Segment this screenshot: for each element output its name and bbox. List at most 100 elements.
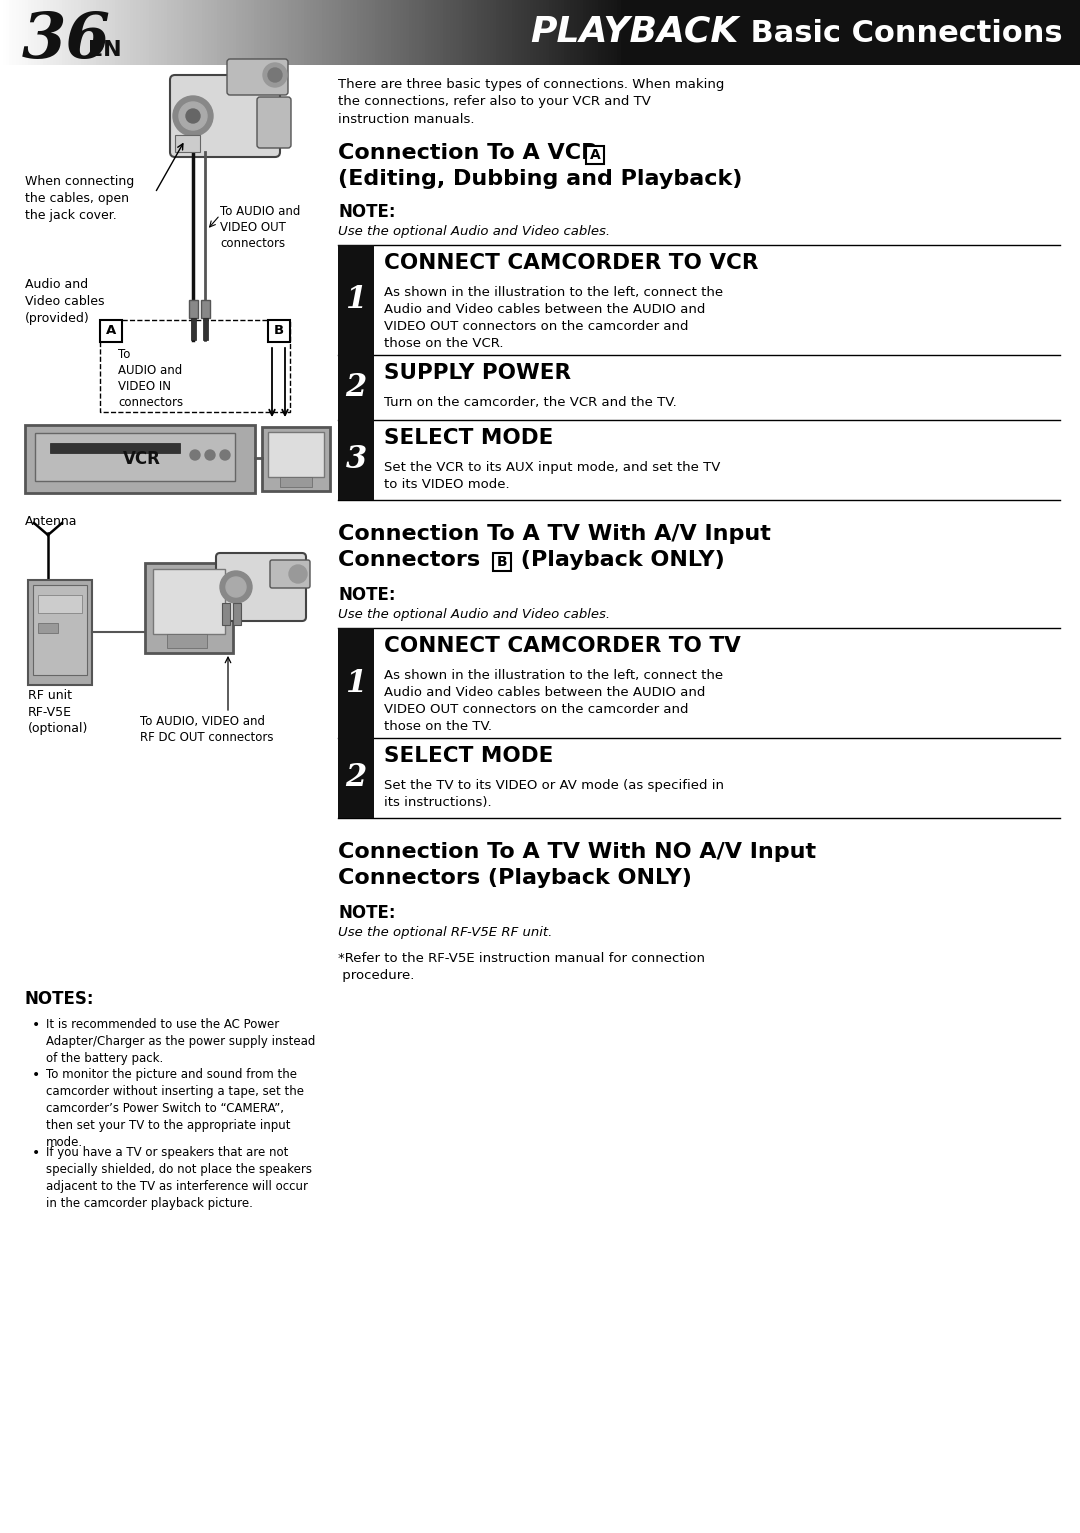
Bar: [443, 0, 447, 64]
Bar: [325, 0, 329, 64]
Bar: [28, 0, 32, 64]
Bar: [585, 0, 590, 64]
Text: CONNECT CAMCORDER TO VCR: CONNECT CAMCORDER TO VCR: [384, 253, 758, 273]
Bar: [207, 0, 212, 64]
Text: procedure.: procedure.: [338, 969, 415, 983]
Bar: [605, 0, 609, 64]
Bar: [477, 0, 482, 64]
Text: B: B: [497, 555, 508, 569]
Bar: [10, 0, 13, 64]
Bar: [217, 0, 221, 64]
Bar: [421, 0, 426, 64]
Bar: [136, 0, 140, 64]
Bar: [428, 0, 432, 64]
Bar: [146, 0, 150, 64]
Bar: [22, 0, 26, 64]
Bar: [490, 0, 494, 64]
Text: NOTE:: NOTE:: [338, 202, 395, 221]
Bar: [62, 0, 66, 64]
Circle shape: [186, 109, 200, 123]
Bar: [468, 0, 472, 64]
Bar: [164, 0, 168, 64]
Bar: [524, 0, 528, 64]
Bar: [90, 0, 94, 64]
Text: To AUDIO, VIDEO and
RF DC OUT connectors: To AUDIO, VIDEO and RF DC OUT connectors: [140, 714, 273, 744]
Bar: [366, 0, 369, 64]
Bar: [31, 0, 35, 64]
Bar: [534, 0, 538, 64]
Text: 36: 36: [22, 11, 111, 72]
Bar: [103, 0, 107, 64]
Bar: [131, 0, 134, 64]
Bar: [595, 0, 599, 64]
Bar: [81, 0, 84, 64]
Bar: [220, 0, 225, 64]
Bar: [338, 356, 374, 420]
Bar: [517, 0, 522, 64]
Text: Use the optional Audio and Video cables.: Use the optional Audio and Video cables.: [338, 225, 610, 238]
Text: 3: 3: [346, 445, 366, 475]
Text: As shown in the illustration to the left, connect the
Audio and Video cables bet: As shown in the illustration to the left…: [384, 287, 724, 350]
Bar: [75, 0, 79, 64]
Bar: [35, 0, 38, 64]
Bar: [268, 432, 324, 477]
Bar: [161, 0, 165, 64]
Bar: [496, 0, 500, 64]
Bar: [514, 0, 518, 64]
Bar: [465, 0, 469, 64]
Bar: [201, 300, 210, 317]
Bar: [602, 0, 606, 64]
Bar: [378, 0, 382, 64]
Bar: [573, 0, 578, 64]
Text: Connection To A TV With A/V Input: Connection To A TV With A/V Input: [338, 524, 771, 544]
Bar: [613, 0, 618, 64]
Bar: [227, 0, 230, 64]
Bar: [248, 0, 252, 64]
Circle shape: [220, 570, 252, 602]
Bar: [118, 0, 122, 64]
Bar: [280, 477, 312, 487]
Bar: [50, 0, 54, 64]
Bar: [143, 0, 147, 64]
Bar: [242, 0, 246, 64]
Bar: [341, 0, 346, 64]
Bar: [610, 0, 615, 64]
Text: (Playback ONLY): (Playback ONLY): [513, 550, 725, 570]
Bar: [204, 0, 208, 64]
Bar: [0, 0, 4, 64]
Bar: [583, 0, 586, 64]
Bar: [492, 553, 511, 570]
Bar: [262, 428, 330, 491]
Text: PLAYBACK: PLAYBACK: [530, 15, 739, 49]
Bar: [505, 0, 510, 64]
Bar: [15, 0, 19, 64]
Bar: [108, 0, 112, 64]
Text: Set the TV to its VIDEO or AV mode (as specified in
its instructions).: Set the TV to its VIDEO or AV mode (as s…: [384, 779, 724, 809]
Text: VCR: VCR: [123, 451, 161, 468]
Bar: [6, 0, 11, 64]
Text: EN: EN: [87, 40, 122, 60]
Text: •: •: [32, 1018, 40, 1032]
Text: A: A: [590, 149, 600, 162]
Bar: [456, 0, 460, 64]
Bar: [521, 0, 525, 64]
Bar: [413, 0, 417, 64]
Bar: [459, 0, 463, 64]
Bar: [56, 0, 59, 64]
Circle shape: [173, 97, 213, 136]
Bar: [564, 0, 568, 64]
Bar: [202, 0, 205, 64]
Bar: [28, 579, 92, 685]
FancyBboxPatch shape: [170, 75, 280, 156]
Text: •: •: [32, 1147, 40, 1160]
Bar: [71, 0, 76, 64]
Text: SELECT MODE: SELECT MODE: [384, 428, 553, 448]
Text: There are three basic types of connections. When making
the connections, refer a: There are three basic types of connectio…: [338, 78, 725, 126]
Bar: [153, 569, 225, 635]
Bar: [487, 0, 490, 64]
Bar: [175, 135, 200, 152]
Bar: [158, 0, 162, 64]
Bar: [224, 0, 227, 64]
Text: To AUDIO and
VIDEO OUT
connectors: To AUDIO and VIDEO OUT connectors: [220, 205, 300, 250]
Bar: [232, 0, 237, 64]
